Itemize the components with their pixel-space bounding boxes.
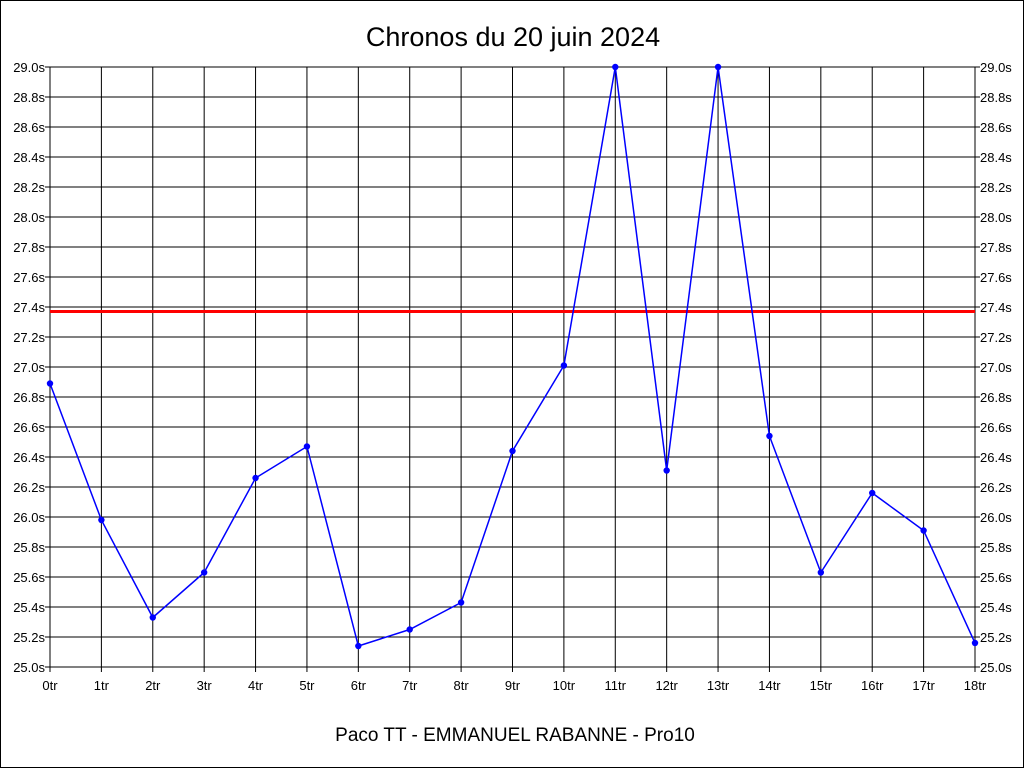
x-tick-label: 4tr	[248, 678, 264, 693]
x-tick-label: 9tr	[505, 678, 521, 693]
y-tick-label-right: 25.6s	[980, 570, 1012, 585]
x-tick-label: 1tr	[94, 678, 110, 693]
chart-title: Chronos du 20 juin 2024	[366, 22, 660, 52]
x-tick-label: 8tr	[454, 678, 470, 693]
x-tick-label: 3tr	[197, 678, 213, 693]
x-tick-label: 10tr	[553, 678, 576, 693]
x-tick-label: 15tr	[810, 678, 833, 693]
y-tick-label-left: 25.2s	[13, 630, 45, 645]
data-point	[406, 626, 413, 633]
x-axis: 0tr 1tr 2tr 3tr 4tr 5tr 6tr 7tr 8tr 9tr 10tr 11tr 12…	[42, 667, 987, 693]
y-tick-label-right: 26.0s	[980, 510, 1012, 525]
y-tick-label-right: 27.0s	[980, 360, 1012, 375]
data-point	[355, 642, 362, 650]
y-tick-label-left: 28.2s	[13, 180, 45, 195]
x-tick-label: 14tr	[758, 678, 781, 693]
y-tick-label-left: 28.4s	[13, 150, 45, 165]
y-tick-label-left: 27.2s	[13, 330, 45, 345]
y-tick-label-right: 28.8s	[980, 90, 1012, 105]
y-tick-label-right: 28.0s	[980, 210, 1012, 225]
data-point	[971, 639, 979, 647]
y-tick-label-left: 25.0s	[13, 660, 45, 675]
chart-footer: Paco TT - EMMANUEL RABANNE - Pro10	[335, 725, 695, 746]
y-tick-label-left: 26.0s	[13, 510, 45, 525]
data-point	[817, 569, 825, 576]
x-tick-label: 5tr	[299, 678, 315, 693]
y-tick-label-left: 27.8s	[13, 240, 45, 255]
y-tick-label-right: 25.0s	[980, 660, 1012, 675]
y-tick-label-left: 26.8s	[13, 390, 45, 405]
y-tick-label-right: 28.6s	[980, 120, 1012, 135]
y-tick-label-left: 27.0s	[13, 360, 45, 375]
x-tick-label: 0tr	[42, 678, 58, 693]
data-point	[714, 63, 722, 71]
y-tick-label-right: 27.2s	[980, 330, 1012, 345]
y-tick-label-left: 28.8s	[13, 90, 45, 105]
y-tick-label-right: 26.6s	[980, 420, 1012, 435]
x-tick-label: 13tr	[707, 678, 730, 693]
y-tick-label-right: 27.4s	[980, 300, 1012, 315]
data-point	[457, 599, 465, 606]
x-tick-label: 11tr	[605, 678, 627, 693]
y-axis-left: 25.0s 25.2s 25.4s 25.6s 25.8s 26.0s 26.2s 26.4s…	[13, 60, 50, 675]
y-tick-label-left: 25.4s	[13, 600, 45, 615]
data-point	[252, 474, 259, 482]
y-tick-label-left: 28.6s	[13, 120, 45, 135]
y-tick-label-right: 27.6s	[980, 270, 1012, 285]
data-point	[663, 467, 670, 474]
x-tick-label: 16tr	[861, 678, 884, 693]
x-tick-label: 12tr	[655, 678, 678, 693]
data-point	[920, 527, 927, 534]
x-tick-label: 7tr	[402, 678, 418, 693]
y-tick-label-left: 26.6s	[13, 420, 45, 435]
y-tick-label-left: 28.0s	[13, 210, 45, 225]
y-axis-right: 25.0s 25.2s 25.4s 25.6s 25.8s 26.0s 26.2s 26.4s…	[975, 60, 1012, 675]
y-tick-label-left: 27.6s	[13, 270, 45, 285]
y-tick-label-right: 25.4s	[980, 600, 1012, 615]
y-tick-label-left: 25.6s	[13, 570, 45, 585]
y-tick-label-right: 27.8s	[980, 240, 1012, 255]
grid	[49, 66, 976, 668]
data-point	[98, 516, 105, 524]
data-point	[509, 447, 516, 455]
y-tick-label-right: 26.8s	[980, 390, 1012, 405]
data-point	[766, 432, 773, 440]
x-tick-label: 6tr	[351, 678, 367, 693]
x-tick-label: 2tr	[145, 678, 161, 693]
data-point	[149, 614, 156, 621]
y-tick-label-right: 26.2s	[980, 480, 1012, 495]
series-layer	[46, 63, 979, 650]
y-tick-label-left: 25.8s	[13, 540, 45, 555]
y-tick-label-right: 28.2s	[980, 180, 1012, 195]
y-tick-label-left: 26.4s	[13, 450, 45, 465]
y-tick-label-left: 26.2s	[13, 480, 45, 495]
data-point	[200, 569, 208, 576]
x-tick-label: 18tr	[964, 678, 987, 693]
data-point	[560, 362, 568, 369]
y-tick-label-left: 29.0s	[13, 60, 45, 75]
y-tick-label-right: 28.4s	[980, 150, 1012, 165]
data-point	[303, 443, 311, 450]
data-point	[869, 489, 876, 497]
x-tick-label: 17tr	[912, 678, 935, 693]
data-point	[46, 380, 54, 387]
y-tick-label-right: 25.2s	[980, 630, 1012, 645]
y-tick-label-right: 29.0s	[980, 60, 1012, 75]
data-point	[612, 63, 619, 71]
y-tick-label-right: 25.8s	[980, 540, 1012, 555]
y-tick-label-right: 26.4s	[980, 450, 1012, 465]
y-tick-label-left: 27.4s	[13, 300, 45, 315]
